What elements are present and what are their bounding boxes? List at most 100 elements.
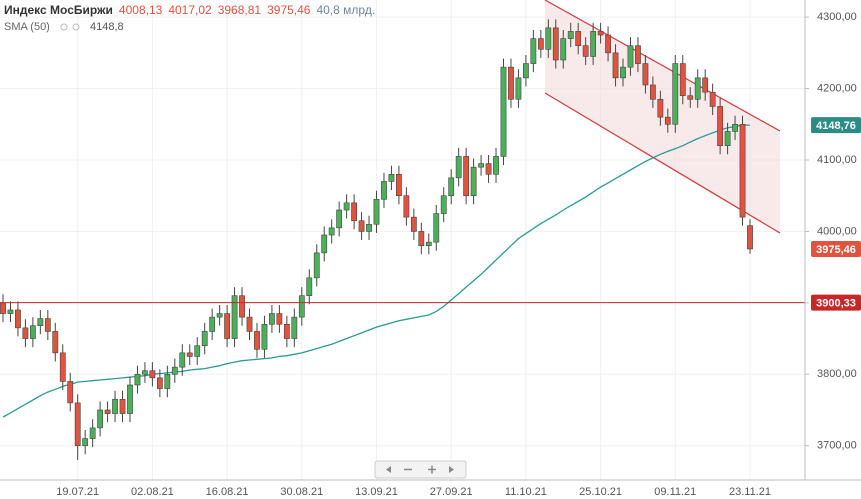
candle-body (44, 318, 51, 332)
candle-body (687, 95, 694, 100)
candle-body (485, 163, 492, 175)
candle-body (463, 156, 470, 197)
candle-body (283, 323, 290, 339)
header-value: 3968,81 (218, 3, 262, 17)
candle-body (321, 234, 328, 254)
candle-body (747, 225, 753, 250)
y-tick-label: 4300,00 (817, 11, 857, 23)
candle-body (351, 202, 357, 222)
x-tick-label: 23.11.21 (729, 486, 771, 498)
candle-body (597, 31, 604, 36)
candle-body (97, 409, 104, 429)
candle-body (545, 27, 552, 50)
candle-body (410, 216, 417, 232)
candle-body (418, 231, 425, 247)
candle-body (164, 373, 171, 389)
candle-body (657, 98, 664, 118)
candle-body (186, 352, 193, 357)
price-tag-label: 3900,33 (816, 298, 856, 310)
candle-body (37, 318, 44, 327)
x-tick-label: 27.09.21 (430, 486, 473, 498)
candle-body (455, 156, 462, 179)
candle-body (440, 195, 447, 214)
candle-body (179, 352, 186, 368)
candle-body (478, 163, 484, 168)
zoom-in[interactable] (428, 465, 436, 474)
candle-body (224, 313, 230, 339)
candle-body (500, 66, 507, 157)
candle-body (0, 302, 6, 314)
candle-body (425, 241, 432, 247)
candle-body (343, 202, 350, 211)
candle-body (575, 31, 582, 47)
candle-body (537, 38, 544, 50)
candle-body (403, 195, 410, 218)
candle-body (717, 106, 724, 147)
candle-body (381, 181, 387, 200)
candle-body (739, 123, 746, 218)
candle-body (396, 173, 402, 197)
candle-body (373, 198, 380, 225)
scroll-left[interactable] (386, 466, 391, 473)
candle-body (194, 345, 201, 357)
settings-icon[interactable] (72, 23, 80, 31)
candle-body (67, 381, 74, 404)
candle-body (732, 123, 738, 132)
y-tick-label: 4100,00 (817, 154, 857, 166)
candle-body (134, 373, 141, 386)
price-tag (811, 240, 861, 257)
candle-body (328, 227, 335, 236)
candle-body (470, 166, 477, 197)
candle-body (448, 177, 455, 197)
x-tick-label: 13.09.21 (355, 486, 398, 498)
candle-body (679, 63, 686, 97)
eye-icon[interactable] (60, 23, 68, 31)
candle-body (336, 209, 343, 229)
candle-body (209, 316, 216, 332)
header-value: 4017,02 (168, 3, 212, 17)
header-value: 3975,46 (267, 3, 311, 17)
candle-body (52, 331, 59, 354)
x-tick-label: 02.08.21 (131, 486, 174, 498)
candle-body (156, 377, 163, 389)
candle-body (104, 409, 111, 414)
candle-body (605, 34, 611, 54)
candle-body (724, 131, 731, 147)
scroll-right[interactable] (449, 466, 454, 473)
candle-body (590, 31, 597, 57)
candle-body (627, 45, 634, 68)
candle-body (59, 352, 66, 382)
candle-body (560, 38, 567, 61)
candle-body (149, 370, 156, 379)
x-tick-label: 11.10.21 (505, 486, 547, 498)
candle-body (261, 323, 268, 350)
candle-body (119, 398, 126, 414)
candle-body (276, 313, 283, 325)
x-tick-label: 19.07.21 (56, 486, 99, 498)
candle-body (366, 223, 372, 232)
candle-body (582, 45, 589, 57)
candle-body (530, 38, 537, 64)
x-tick-label: 30.08.21 (280, 486, 323, 498)
price-tag (811, 117, 861, 134)
candle-body (254, 331, 260, 350)
price-tag-label: 4148,76 (816, 120, 856, 132)
header-value: 4008,13 (119, 3, 163, 17)
candle-body (298, 295, 305, 318)
candle-body (612, 52, 619, 79)
candle-body (522, 63, 529, 79)
candle-body (269, 313, 275, 325)
candle-body (29, 325, 36, 339)
candle-body (702, 77, 709, 93)
scroll-bar (374, 460, 467, 479)
candle-body (127, 384, 133, 414)
candle-body (112, 398, 118, 414)
chart-title: Индекс МосБиржи (4, 3, 113, 17)
candle-body (216, 313, 223, 318)
price-tag (811, 294, 861, 311)
candle-body (358, 220, 365, 232)
sma-line (2, 124, 751, 418)
candle-body (89, 427, 96, 439)
